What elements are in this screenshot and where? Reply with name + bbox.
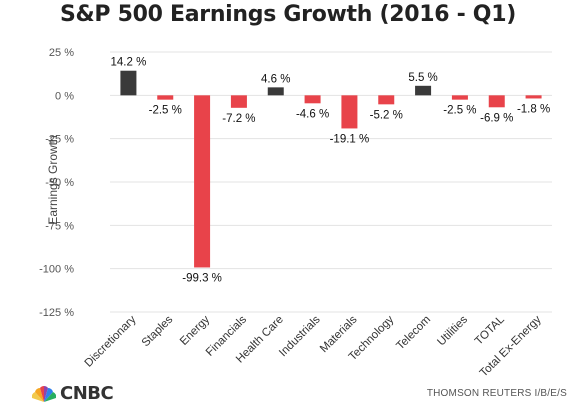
source-credit: THOMSON REUTERS I/B/E/S (426, 388, 567, 399)
x-axis-categories: Discretionary Staples EnergyFinancialsHeal… (83, 313, 544, 379)
data-label: 14.2 % (111, 57, 147, 69)
bar (120, 70, 137, 96)
category-label: Staples (140, 313, 176, 349)
bars (120, 70, 542, 268)
peacock-icon (32, 385, 56, 402)
data-label: 5.5 % (408, 72, 437, 84)
y-tick-label: 25 % (49, 47, 74, 59)
data-label: -99.3 % (182, 272, 222, 284)
category-label: Telecom (394, 314, 433, 353)
y-tick-label: 0 % (55, 90, 74, 102)
data-label: -1.8 % (517, 103, 550, 115)
bar (488, 95, 505, 108)
bar (451, 95, 468, 100)
category-label: TOTAL (473, 313, 507, 347)
bar (341, 95, 358, 129)
y-tick-label: -25 % (45, 134, 74, 146)
chart-title: S&P 500 Earnings Growth (2016 - Q1) (60, 2, 516, 27)
y-axis-ticks: 25 % 0 % -25 % -50 % -75 % -100 % -125 % (39, 47, 74, 319)
bar (525, 95, 542, 99)
bar (267, 87, 284, 96)
y-tick-label: -50 % (45, 177, 74, 189)
data-label: -5.2 % (370, 109, 403, 121)
category-label: Discretionary (83, 313, 139, 369)
bar (304, 95, 321, 104)
bar (194, 95, 211, 268)
data-labels: 14.2 % -2.5 % -99.3 % -7.2 % 4.6 % -4.6 % -19.… (111, 57, 551, 285)
y-tick-label: -75 % (45, 220, 74, 232)
category-label: Utilities (435, 313, 470, 348)
y-tick-label: -125 % (39, 307, 74, 319)
data-label: -2.5 % (443, 105, 476, 117)
y-axis-title: Earnings Growth (46, 135, 60, 224)
data-label: -19.1 % (330, 133, 370, 145)
category-label: Energy (178, 313, 212, 347)
bar (378, 95, 395, 105)
cnbc-logo: CNBC (32, 383, 114, 404)
data-label: -6.9 % (480, 112, 513, 124)
data-label: -7.2 % (222, 113, 255, 125)
data-label: 4.6 % (261, 73, 290, 85)
data-label: -4.6 % (296, 108, 329, 120)
bar (157, 95, 174, 100)
grid-lines (110, 51, 552, 313)
logo-text: CNBC (60, 383, 114, 404)
y-tick-label: -100 % (39, 264, 74, 276)
bar (230, 95, 247, 108)
bar (415, 85, 432, 96)
data-label: -2.5 % (149, 105, 182, 117)
